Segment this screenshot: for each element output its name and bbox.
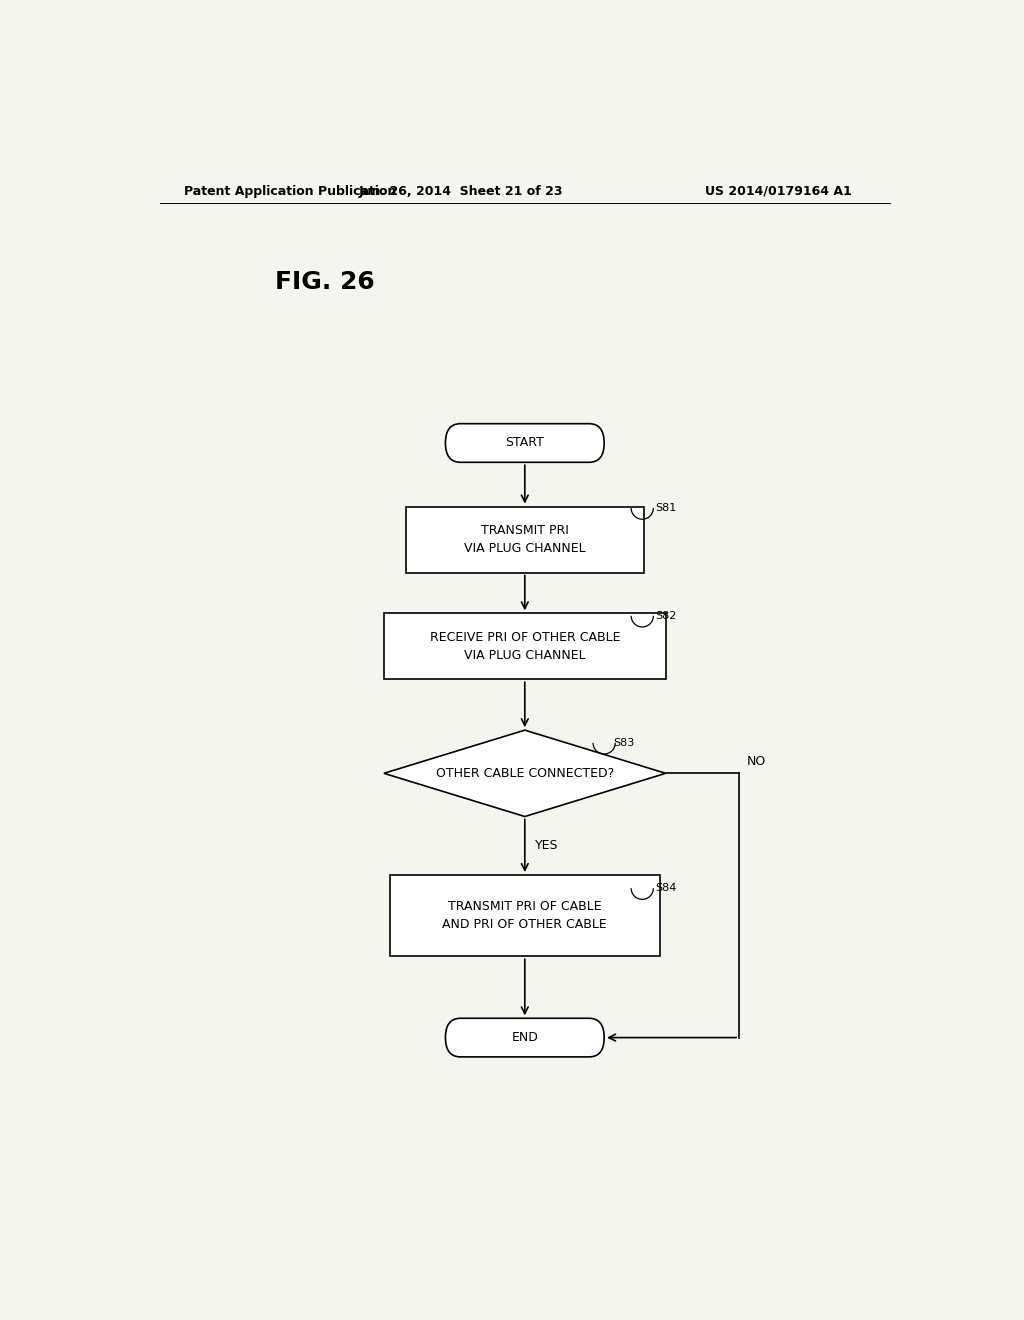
Text: TRANSMIT PRI OF CABLE
AND PRI OF OTHER CABLE: TRANSMIT PRI OF CABLE AND PRI OF OTHER C… bbox=[442, 900, 607, 931]
Text: FIG. 26: FIG. 26 bbox=[274, 271, 375, 294]
Text: START: START bbox=[506, 437, 544, 450]
Text: US 2014/0179164 A1: US 2014/0179164 A1 bbox=[706, 185, 852, 198]
Text: S82: S82 bbox=[655, 611, 677, 620]
Bar bbox=[384, 614, 666, 680]
Text: S83: S83 bbox=[613, 738, 635, 748]
Bar bbox=[406, 507, 644, 573]
Text: YES: YES bbox=[536, 840, 559, 853]
FancyBboxPatch shape bbox=[445, 1018, 604, 1057]
Polygon shape bbox=[384, 730, 666, 817]
Bar bbox=[390, 875, 659, 956]
Text: S81: S81 bbox=[655, 503, 677, 513]
Text: NO: NO bbox=[748, 755, 766, 768]
Text: S84: S84 bbox=[655, 883, 677, 894]
Text: Jun. 26, 2014  Sheet 21 of 23: Jun. 26, 2014 Sheet 21 of 23 bbox=[359, 185, 563, 198]
Text: RECEIVE PRI OF OTHER CABLE
VIA PLUG CHANNEL: RECEIVE PRI OF OTHER CABLE VIA PLUG CHAN… bbox=[429, 631, 621, 661]
Text: OTHER CABLE CONNECTED?: OTHER CABLE CONNECTED? bbox=[435, 767, 614, 780]
Text: TRANSMIT PRI
VIA PLUG CHANNEL: TRANSMIT PRI VIA PLUG CHANNEL bbox=[464, 524, 586, 554]
Text: Patent Application Publication: Patent Application Publication bbox=[183, 185, 396, 198]
Text: END: END bbox=[511, 1031, 539, 1044]
FancyBboxPatch shape bbox=[445, 424, 604, 462]
